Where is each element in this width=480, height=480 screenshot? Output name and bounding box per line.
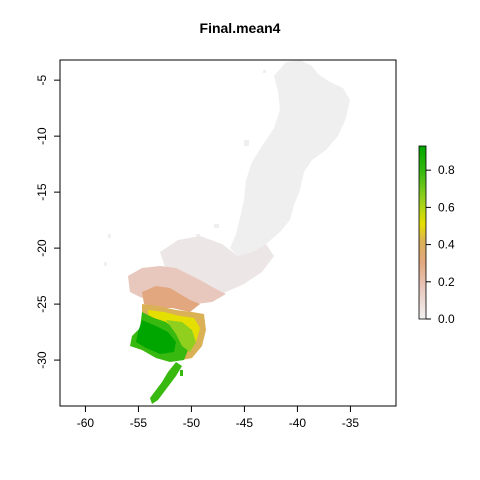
raster-cell <box>263 70 266 73</box>
legend-tick-label: 0.8 <box>438 163 455 177</box>
y-tick-label: -5 <box>35 74 49 85</box>
y-tick-label: -25 <box>35 295 49 313</box>
legend-tick-label: 0.6 <box>438 200 455 214</box>
x-tick-label: -35 <box>342 416 360 430</box>
x-tick-label: -60 <box>77 416 95 430</box>
region-core-dark <box>136 320 176 354</box>
x-tick-label: -55 <box>130 416 148 430</box>
raster-cell <box>196 234 200 237</box>
region-core-light <box>166 320 196 352</box>
region-northeast-coast <box>230 60 350 256</box>
x-axis: -60 -55 -50 -45 -40 -35 <box>77 406 360 430</box>
raster-cell <box>250 198 254 202</box>
plot-frame <box>59 59 397 407</box>
y-tick-label: -30 <box>35 351 49 369</box>
legend-colorbar <box>418 145 427 320</box>
region-parana-inner <box>142 286 200 312</box>
raster-cell <box>104 262 107 266</box>
raster-layer <box>104 60 350 404</box>
raster-cell <box>108 234 111 238</box>
x-tick-label: -40 <box>289 416 307 430</box>
y-tick-label: -15 <box>35 183 49 201</box>
legend-ticks: 0.0 0.2 0.4 0.6 0.8 <box>426 163 455 326</box>
raster-cell <box>244 140 249 146</box>
x-tick-label: -45 <box>236 416 254 430</box>
y-tick-label: -20 <box>35 239 49 257</box>
legend-tick-label: 0.4 <box>438 238 455 252</box>
raster-cell <box>180 370 183 376</box>
raster-cell <box>214 224 219 228</box>
legend-tick-label: 0.2 <box>438 275 455 289</box>
y-axis: -5 -10 -15 -20 -25 -30 <box>35 74 60 369</box>
region-coastal-strip <box>150 362 182 404</box>
y-tick-label: -10 <box>35 127 49 145</box>
plot-title: Final.mean4 <box>199 20 281 36</box>
x-tick-label: -50 <box>183 416 201 430</box>
legend-tick-label: 0.0 <box>438 312 455 326</box>
